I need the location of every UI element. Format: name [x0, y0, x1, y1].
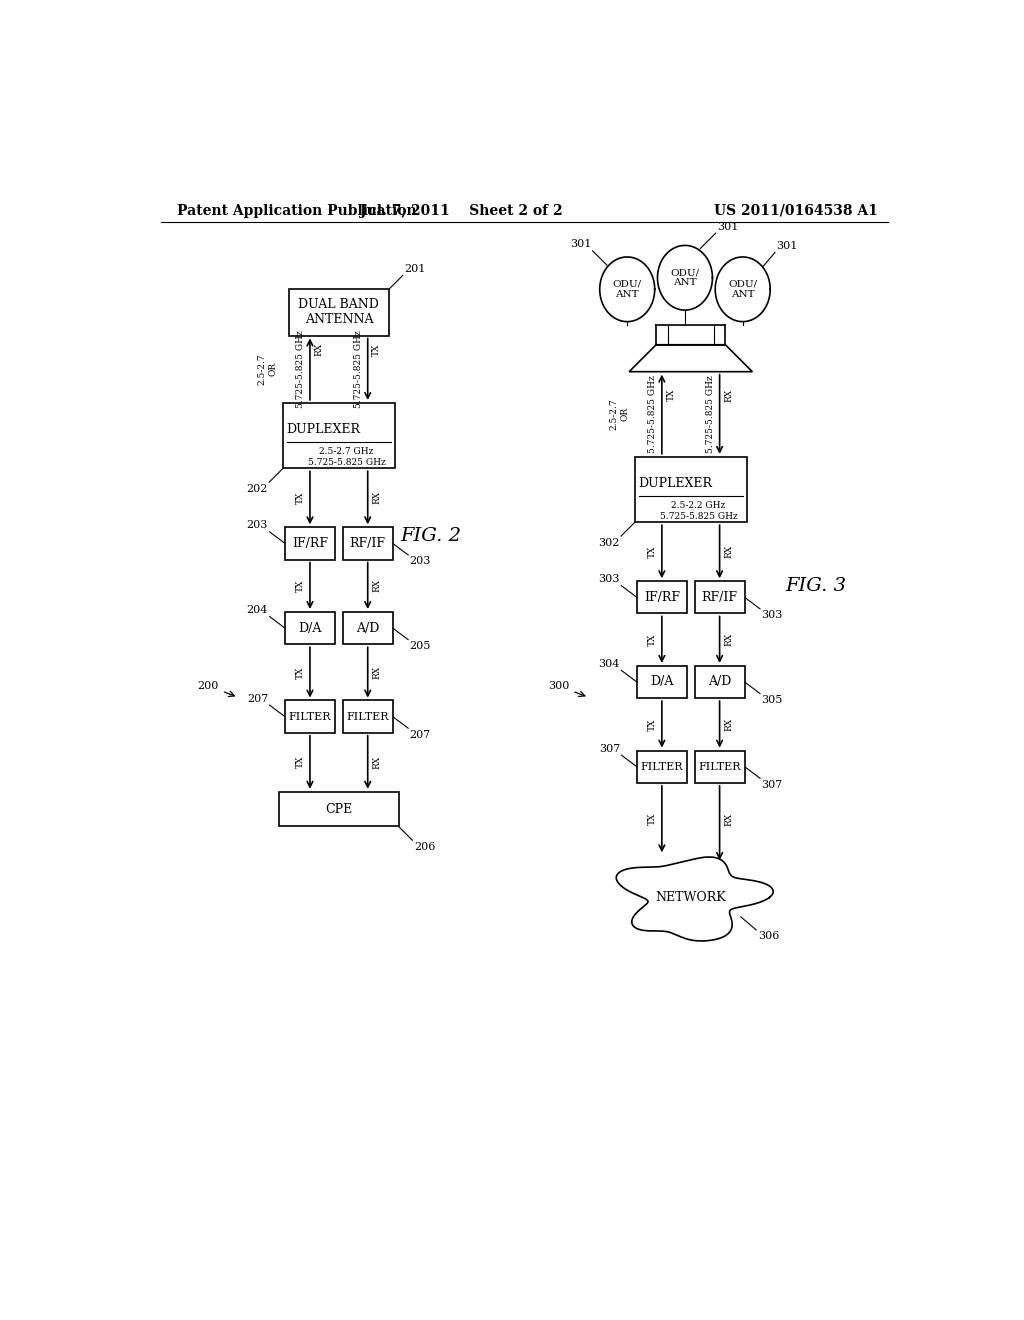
Text: D/A: D/A [650, 676, 674, 689]
Text: ODU/
ANT: ODU/ ANT [671, 268, 699, 288]
Text: 2.5-2.7 GHz
5.725-5.825 GHz: 2.5-2.7 GHz 5.725-5.825 GHz [307, 447, 385, 467]
Bar [285, 701, 335, 733]
Polygon shape [657, 246, 713, 310]
Text: IF/RF: IF/RF [644, 591, 680, 603]
Text: 5.725-5.825 GHz: 5.725-5.825 GHz [296, 330, 305, 408]
Text: 300: 300 [548, 681, 585, 697]
Text: TX: TX [648, 634, 657, 645]
Text: 201: 201 [404, 264, 426, 275]
Text: RX: RX [724, 388, 733, 401]
Text: 204: 204 [247, 605, 268, 615]
Text: RF/IF: RF/IF [701, 591, 737, 603]
Text: RX: RX [314, 343, 324, 356]
Bar [343, 701, 393, 733]
Text: TX: TX [296, 667, 305, 678]
Text: US 2011/0164538 A1: US 2011/0164538 A1 [714, 203, 878, 218]
Bar [283, 403, 394, 469]
Text: A/D: A/D [356, 622, 380, 635]
Text: RX: RX [373, 491, 381, 504]
Text: 205: 205 [410, 642, 431, 651]
Text: 307: 307 [599, 743, 620, 754]
Text: 304: 304 [598, 659, 620, 669]
Text: NETWORK: NETWORK [655, 891, 726, 904]
Text: 206: 206 [414, 842, 435, 851]
Text: TX: TX [648, 813, 657, 825]
Text: RX: RX [724, 545, 733, 558]
Text: FILTER: FILTER [289, 711, 331, 722]
Text: RX: RX [373, 579, 381, 593]
Text: 303: 303 [598, 574, 620, 585]
Text: RX: RX [724, 634, 733, 647]
Text: DUPLEXER: DUPLEXER [287, 422, 360, 436]
Text: TX: TX [648, 545, 657, 558]
Text: FILTER: FILTER [641, 762, 683, 772]
Text: DUPLEXER: DUPLEXER [638, 477, 713, 490]
Text: 200: 200 [198, 681, 234, 697]
Bar [343, 527, 393, 560]
Text: 301: 301 [717, 222, 738, 231]
Text: TX: TX [296, 491, 305, 504]
Bar [694, 751, 744, 783]
Bar [637, 581, 687, 614]
Text: 207: 207 [247, 693, 268, 704]
Text: FIG. 3: FIG. 3 [785, 577, 847, 595]
Text: ODU/
ANT: ODU/ ANT [612, 280, 642, 300]
Text: Jul. 7, 2011    Sheet 2 of 2: Jul. 7, 2011 Sheet 2 of 2 [360, 203, 563, 218]
Text: 307: 307 [762, 780, 782, 789]
Text: D/A: D/A [298, 622, 322, 635]
Bar [637, 751, 687, 783]
Bar [343, 612, 393, 644]
Text: 301: 301 [569, 239, 591, 249]
Text: 203: 203 [247, 520, 268, 531]
Text: 207: 207 [410, 730, 431, 739]
Text: A/D: A/D [708, 676, 731, 689]
Text: RX: RX [724, 813, 733, 825]
Text: 202: 202 [246, 483, 267, 494]
Text: IF/RF: IF/RF [292, 537, 328, 550]
Text: CPE: CPE [326, 803, 352, 816]
Text: Patent Application Publication: Patent Application Publication [177, 203, 417, 218]
Bar [289, 289, 389, 335]
Text: 303: 303 [762, 610, 783, 620]
Text: TX: TX [373, 343, 381, 356]
Bar [280, 792, 398, 826]
Text: RX: RX [373, 665, 381, 678]
Text: 302: 302 [598, 537, 620, 548]
Text: 301: 301 [776, 240, 798, 251]
Bar [635, 457, 746, 523]
Text: RX: RX [373, 756, 381, 768]
Text: 2.5-2.2 GHz
5.725-5.825 GHz: 2.5-2.2 GHz 5.725-5.825 GHz [659, 502, 737, 521]
Bar [285, 612, 335, 644]
Bar [694, 665, 744, 698]
Text: TX: TX [648, 718, 657, 730]
Bar [285, 527, 335, 560]
Text: 203: 203 [410, 557, 431, 566]
Text: 5.725-5.825 GHz: 5.725-5.825 GHz [706, 375, 715, 453]
Bar [637, 665, 687, 698]
Text: 2.5-2.7
OR: 2.5-2.7 OR [258, 354, 278, 385]
Text: DUAL BAND
ANTENNA: DUAL BAND ANTENNA [298, 298, 379, 326]
Text: RF/IF: RF/IF [350, 537, 386, 550]
Text: 5.725-5.825 GHz: 5.725-5.825 GHz [354, 330, 364, 408]
Text: TX: TX [296, 579, 305, 591]
Text: 305: 305 [762, 696, 783, 705]
Polygon shape [715, 257, 770, 322]
Polygon shape [600, 257, 654, 322]
Text: ODU/
ANT: ODU/ ANT [728, 280, 758, 300]
Text: FIG. 2: FIG. 2 [400, 527, 462, 545]
Text: TX: TX [667, 389, 676, 401]
Text: RX: RX [724, 718, 733, 731]
Text: FILTER: FILTER [698, 762, 740, 772]
Bar [694, 581, 744, 614]
Text: FILTER: FILTER [346, 711, 389, 722]
Text: 5.725-5.825 GHz: 5.725-5.825 GHz [648, 375, 657, 453]
Text: 306: 306 [758, 932, 779, 941]
Text: 2.5-2.7
OR: 2.5-2.7 OR [610, 399, 629, 430]
Text: TX: TX [296, 756, 305, 768]
Polygon shape [616, 857, 773, 941]
